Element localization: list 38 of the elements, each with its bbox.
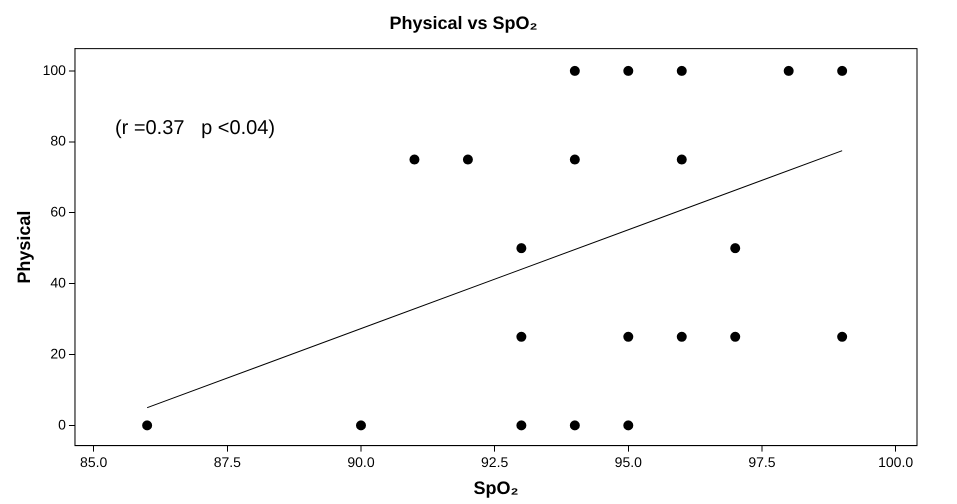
- x-tick-label: 87.5: [214, 454, 242, 470]
- x-tick-label: 97.5: [748, 454, 776, 470]
- y-tick-label: 80: [50, 132, 66, 149]
- chart-title: Physical vs SpO₂: [389, 12, 538, 33]
- point: [462, 154, 473, 165]
- point: [837, 66, 848, 76]
- point: [516, 420, 526, 430]
- point: [570, 66, 580, 76]
- x-tick-label: 100.0: [878, 454, 914, 470]
- point: [623, 332, 634, 342]
- point: [570, 420, 580, 430]
- point: [730, 243, 740, 254]
- point: [676, 154, 687, 165]
- point: [409, 154, 420, 165]
- point: [516, 243, 526, 254]
- x-tick-label: 92.5: [481, 454, 508, 470]
- annotation: (r =0.37 p <0.04): [114, 117, 276, 140]
- point: [837, 332, 848, 342]
- point: [730, 332, 740, 342]
- y-tick-label: 0: [58, 416, 66, 432]
- y-tick-label: 20: [50, 345, 66, 362]
- point: [676, 332, 687, 342]
- point: [623, 66, 634, 76]
- point: [356, 420, 366, 430]
- y-tick-label: 100: [42, 62, 66, 78]
- point: [516, 332, 526, 342]
- y-axis-title: Physical: [14, 210, 34, 284]
- x-tick-label: 95.0: [614, 454, 642, 470]
- y-tick-label: 60: [50, 204, 66, 220]
- point: [623, 420, 634, 430]
- x-tick-label: 85.0: [80, 454, 108, 470]
- x-axis-title: SpO₂: [473, 478, 518, 498]
- point: [784, 66, 794, 76]
- point: [570, 154, 580, 165]
- y-tick-label: 40: [50, 274, 66, 290]
- point: [676, 66, 687, 76]
- point: [142, 420, 152, 430]
- x-tick-label: 90.0: [347, 454, 375, 470]
